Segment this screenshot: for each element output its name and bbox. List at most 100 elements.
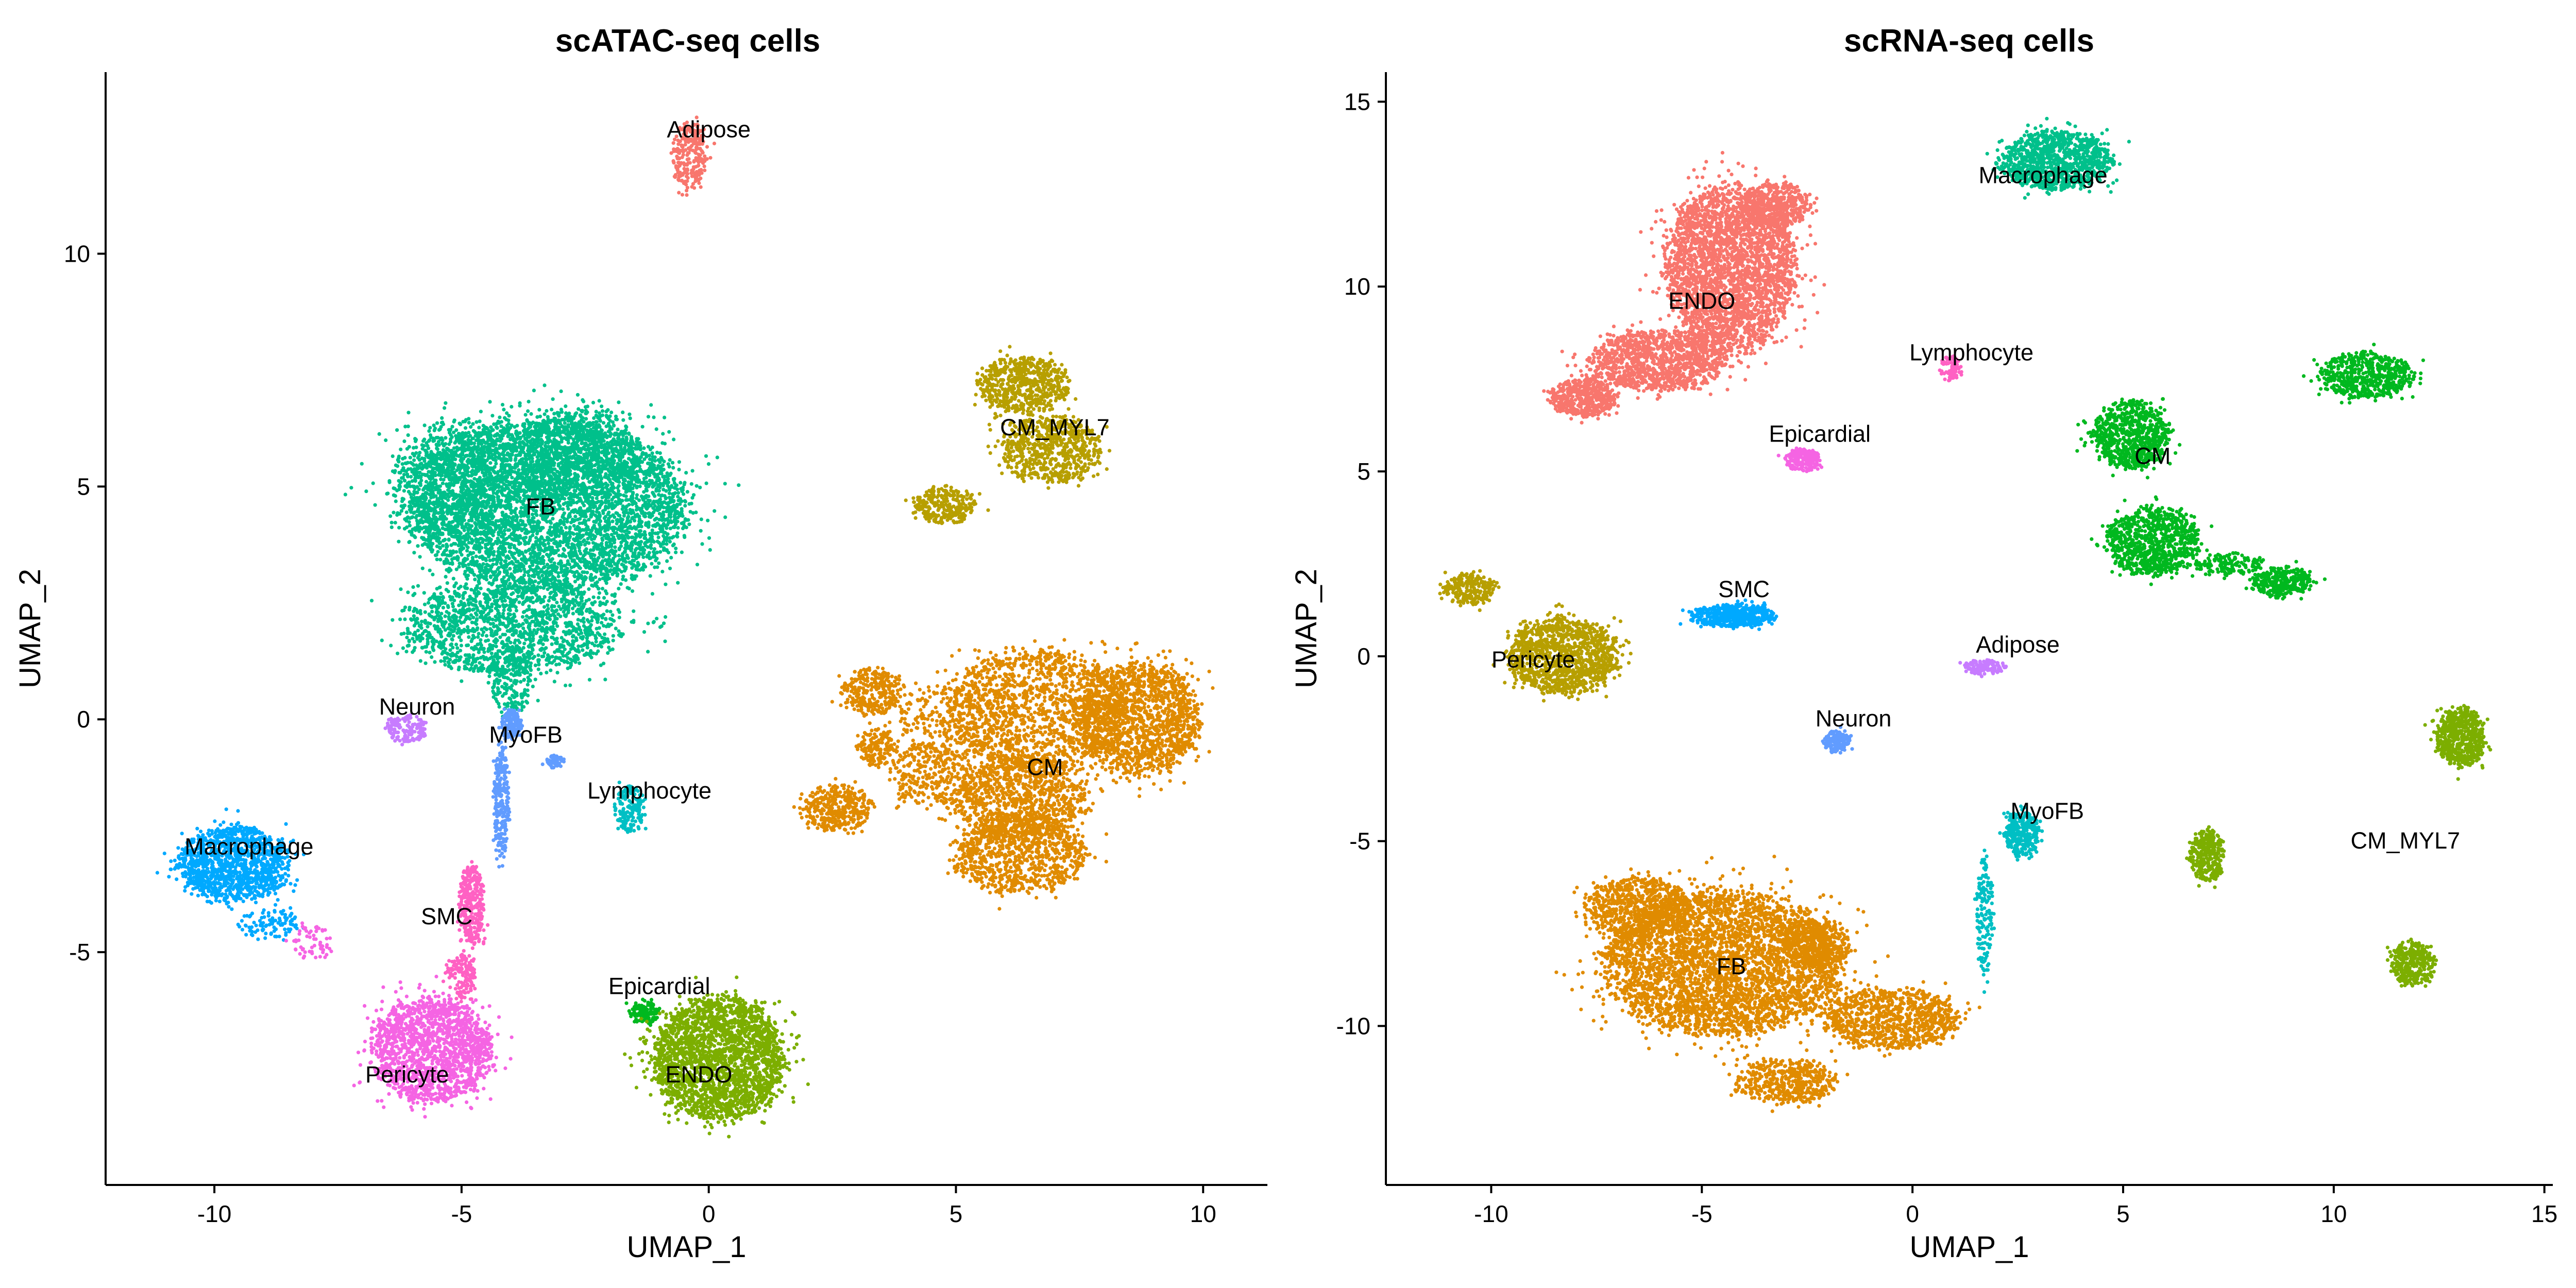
- cell-point: [443, 406, 446, 410]
- cell-point: [624, 506, 628, 510]
- cell-point: [620, 554, 624, 558]
- cell-point: [666, 532, 669, 536]
- cell-point: [405, 511, 409, 514]
- cell-point: [676, 178, 680, 181]
- x-axis-label: UMAP_1: [626, 1230, 746, 1264]
- cell-point: [465, 549, 469, 552]
- cell-point: [592, 553, 596, 557]
- cell-point: [677, 151, 681, 155]
- panel-title: scATAC-seq cells: [555, 23, 821, 59]
- cell-point: [579, 528, 583, 532]
- cell-point: [573, 515, 577, 518]
- cell-point: [538, 415, 542, 418]
- cell-point: [699, 185, 703, 189]
- cell-point: [693, 172, 697, 175]
- cell-point: [524, 550, 528, 554]
- cell-point: [378, 432, 381, 436]
- cell-point: [561, 514, 565, 517]
- cell-point: [473, 578, 477, 581]
- cell-point: [474, 554, 478, 558]
- cell-point: [696, 563, 699, 566]
- cell-point: [676, 171, 680, 175]
- cell-point: [488, 558, 492, 562]
- cell-point: [620, 499, 624, 502]
- cell-point: [549, 521, 553, 525]
- cell-point: [677, 164, 681, 168]
- cell-point: [524, 413, 528, 417]
- cell-point: [488, 487, 492, 491]
- cell-point: [631, 589, 634, 593]
- cell-point: [539, 535, 543, 539]
- cell-point: [686, 168, 689, 172]
- cell-point: [683, 504, 687, 507]
- cell-point: [349, 486, 353, 489]
- cell-point: [514, 459, 517, 462]
- cell-point: [447, 538, 451, 541]
- cell-point: [680, 144, 684, 148]
- cell-point: [676, 581, 680, 585]
- cell-point: [612, 526, 616, 529]
- cell-point: [394, 499, 398, 503]
- cell-point: [569, 549, 573, 553]
- cell-point: [697, 181, 701, 185]
- cell-point: [408, 524, 412, 528]
- cell-point: [430, 550, 434, 553]
- cell-point: [683, 163, 686, 167]
- cell-point: [429, 465, 432, 468]
- cell-point: [640, 470, 644, 473]
- cell-point: [693, 151, 697, 155]
- cell-point: [491, 581, 495, 585]
- cell-point: [650, 562, 653, 566]
- cell-point: [360, 462, 364, 466]
- cell-point: [686, 172, 689, 176]
- cell-point: [672, 499, 675, 503]
- cell-point: [521, 558, 524, 562]
- cell-point: [685, 179, 689, 183]
- cell-point: [695, 484, 699, 488]
- cell-point: [466, 573, 470, 577]
- cell-point: [602, 572, 605, 576]
- cell-point: [408, 504, 411, 508]
- cell-point: [617, 554, 621, 557]
- cell-point: [682, 172, 685, 175]
- cell-point: [703, 164, 706, 168]
- cell-point: [700, 517, 703, 521]
- cell-point: [546, 563, 549, 566]
- cell-point: [619, 544, 623, 548]
- cell-point: [429, 541, 432, 545]
- cell-point: [702, 158, 705, 162]
- cell-point: [505, 411, 509, 415]
- cell-point: [680, 550, 684, 554]
- cell-point: [489, 575, 493, 579]
- cell-point: [692, 165, 696, 169]
- cell-point: [653, 455, 657, 459]
- cell-point: [603, 507, 607, 511]
- cell-point: [688, 148, 692, 152]
- cell-point: [686, 161, 690, 165]
- cell-point: [651, 451, 654, 455]
- cell-point: [406, 433, 410, 437]
- cell-point: [676, 147, 680, 150]
- cell-point: [513, 557, 517, 561]
- cell-point: [409, 475, 413, 479]
- cell-point: [567, 441, 570, 445]
- cell-point: [508, 567, 512, 570]
- cell-point: [630, 577, 634, 580]
- cell-point: [665, 549, 669, 552]
- cell-point: [547, 541, 550, 545]
- cell-point: [635, 496, 638, 500]
- cell-point: [528, 548, 531, 551]
- cell-point: [473, 531, 477, 534]
- cell-point: [693, 179, 697, 183]
- cell-point: [656, 539, 659, 543]
- cell-point: [708, 548, 712, 552]
- cell-point: [402, 489, 406, 493]
- cell-point: [570, 566, 573, 569]
- cell-point: [579, 451, 583, 454]
- cell-point: [613, 546, 617, 549]
- cell-point: [589, 573, 593, 577]
- cell-point: [606, 513, 610, 516]
- cell-point: [682, 167, 686, 171]
- cell-point: [665, 501, 668, 505]
- cell-point: [412, 551, 416, 554]
